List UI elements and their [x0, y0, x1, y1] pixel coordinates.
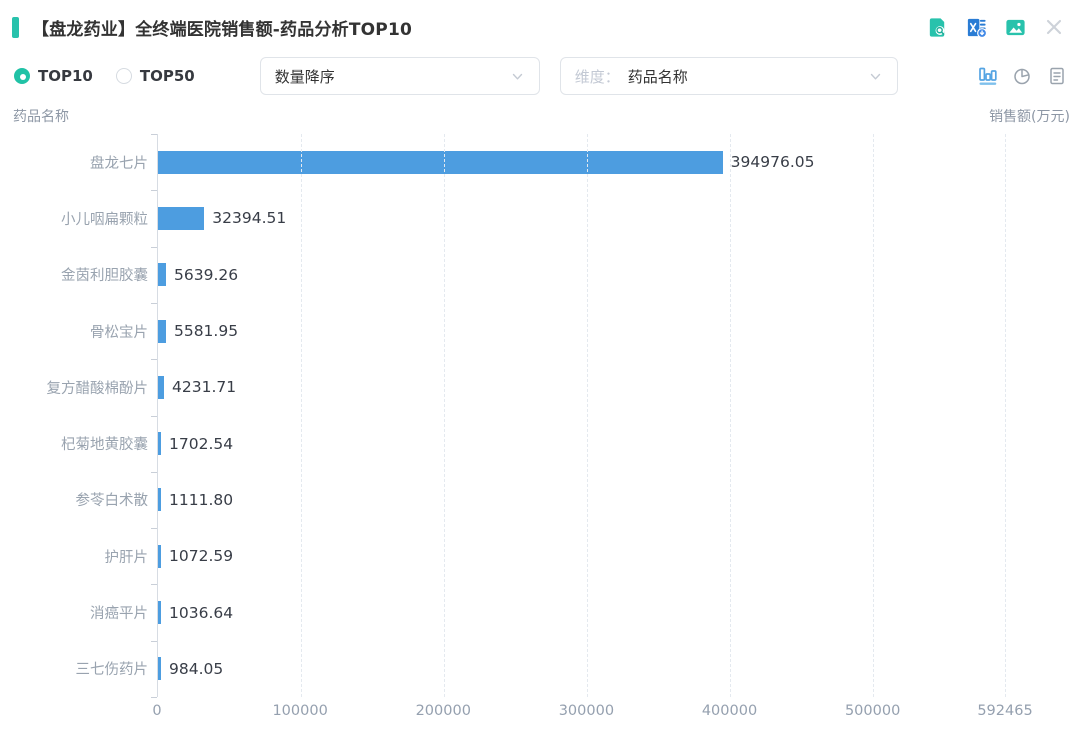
y-axis-tick — [151, 134, 157, 135]
close-icon[interactable] — [1042, 15, 1066, 39]
gridline — [729, 134, 731, 697]
dimension-value: 药品名称 — [627, 67, 688, 86]
y-axis-tick — [151, 246, 157, 248]
radio-circle-icon — [14, 68, 30, 84]
header-toolbar — [925, 15, 1066, 39]
x-tick-label: 400000 — [701, 703, 758, 719]
bar[interactable] — [158, 375, 165, 399]
radio-circle-icon — [115, 68, 132, 84]
bar-chart-icon[interactable] — [976, 64, 998, 88]
bar[interactable] — [158, 150, 723, 174]
value-label: 4231.71 — [172, 378, 237, 397]
value-label: 984.05 — [169, 659, 224, 678]
chevron-down-icon — [510, 69, 525, 84]
bar-row: 金茵利胆胶囊 5639.26 — [61, 247, 1005, 303]
pie-chart-icon[interactable] — [1011, 64, 1033, 88]
sort-order-value: 数量降序 — [274, 67, 335, 86]
gridline — [872, 134, 874, 697]
bar-row: 护肝片 1072.59 — [105, 528, 1005, 584]
bar-row: 参苓白术散 1111.80 — [76, 472, 1005, 528]
title-accent-bar — [12, 16, 19, 38]
category-label: 金茵利胆胶囊 — [61, 268, 148, 285]
bar-row: 杞菊地黄胶囊 1702.54 — [61, 415, 1005, 471]
bar[interactable] — [158, 263, 167, 287]
bar-rows: 盘龙七片 394976.05 小儿咽扁颗粒 32394.51 金茵利胆胶囊 5639.26… — [47, 134, 1005, 697]
radio-top10[interactable]: TOP10 — [14, 67, 93, 85]
y-axis-tick — [151, 640, 157, 642]
gridline — [443, 134, 445, 697]
bar[interactable] — [158, 319, 166, 343]
y-axis-tick — [151, 190, 157, 192]
radio-top50[interactable]: TOP50 — [115, 67, 195, 85]
image-export-icon[interactable] — [1003, 15, 1027, 39]
value-label: 1036.64 — [169, 603, 234, 622]
x-tick-label: 0 — [152, 703, 162, 719]
value-label: 1111.80 — [169, 490, 234, 509]
category-label: 骨松宝片 — [90, 324, 148, 341]
topn-radio-group: TOP10 TOP50 — [14, 67, 218, 85]
bar[interactable] — [158, 657, 161, 681]
y-axis-name: 药品名称 — [13, 109, 69, 125]
value-label: 1072.59 — [169, 547, 234, 566]
excel-export-icon[interactable] — [964, 15, 988, 39]
bar-row: 骨松宝片 5581.95 — [90, 303, 1005, 359]
plot-area: 盘龙七片 394976.05 小儿咽扁颗粒 32394.51 金茵利胆胶囊 5639.26… — [47, 134, 1006, 698]
value-label: 394976.05 — [730, 153, 815, 172]
x-tick-label: 592465 — [977, 703, 1033, 719]
bar-row: 小儿咽扁颗粒 32394.51 — [61, 190, 1005, 246]
category-label: 小儿咽扁颗粒 — [61, 211, 148, 228]
x-axis-ticks: 0 100000 200000 300000 400000 500000 592465 — [152, 703, 1032, 723]
bar[interactable] — [158, 601, 161, 625]
bar-row: 消癌平片 1036.64 — [90, 584, 1005, 640]
y-axis-tick — [151, 359, 157, 361]
category-label: 消癌平片 — [90, 606, 148, 623]
bar[interactable] — [158, 488, 161, 512]
category-label: 杞菊地黄胶囊 — [61, 437, 148, 454]
controls-row: TOP10 TOP50 数量降序 维度： 药品名称 — [14, 57, 1068, 95]
category-label: 盘龙七片 — [90, 155, 148, 172]
y-axis-tick — [151, 528, 157, 530]
value-label: 1702.54 — [169, 434, 234, 453]
category-label: 参苓白术散 — [75, 493, 149, 510]
y-axis-tick — [151, 471, 157, 473]
chevron-down-icon — [868, 69, 883, 84]
panel-title: 【盘龙药业】全终端医院销售额-药品分析TOP10 — [32, 19, 413, 40]
sort-order-select[interactable]: 数量降序 — [259, 57, 540, 95]
report-icon[interactable] — [1046, 64, 1068, 88]
y-axis-tick — [151, 302, 157, 304]
category-label: 三七伤药片 — [75, 662, 149, 679]
x-tick-label: 500000 — [844, 703, 901, 719]
value-label: 32394.51 — [212, 209, 287, 228]
bar[interactable] — [158, 432, 161, 456]
x-axis-name: 销售额(万元) — [989, 109, 1070, 125]
bar[interactable] — [158, 206, 205, 230]
bar-row: 三七伤药片 984.05 — [76, 641, 1005, 697]
x-tick-label: 200000 — [415, 703, 471, 719]
radio-label: TOP50 — [139, 67, 195, 85]
value-label: 5639.26 — [174, 265, 239, 284]
gridline — [300, 134, 302, 697]
dimension-select[interactable]: 维度： 药品名称 — [559, 57, 898, 95]
bar-row: 盘龙七片 394976.05 — [90, 134, 1005, 190]
x-tick-label: 300000 — [558, 703, 615, 719]
document-search-icon[interactable] — [925, 15, 949, 39]
gridline — [586, 134, 588, 697]
y-axis-tick — [151, 584, 157, 586]
category-label: 护肝片 — [104, 549, 149, 566]
panel-header: 【盘龙药业】全终端医院销售额-药品分析TOP10 — [12, 13, 1066, 41]
dimension-prefix: 维度： — [574, 67, 620, 86]
view-toggle-group — [976, 64, 1068, 88]
y-axis-tick — [151, 697, 157, 698]
bar-row: 复方醋酸棉酚片 4231.71 — [47, 359, 1005, 415]
y-axis-tick — [151, 415, 157, 417]
bar[interactable] — [158, 544, 161, 568]
category-label: 复方醋酸棉酚片 — [46, 380, 149, 397]
value-label: 5581.95 — [173, 322, 239, 341]
radio-label: TOP10 — [38, 67, 93, 85]
x-tick-label: 100000 — [272, 703, 328, 719]
gridline — [1005, 134, 1006, 697]
